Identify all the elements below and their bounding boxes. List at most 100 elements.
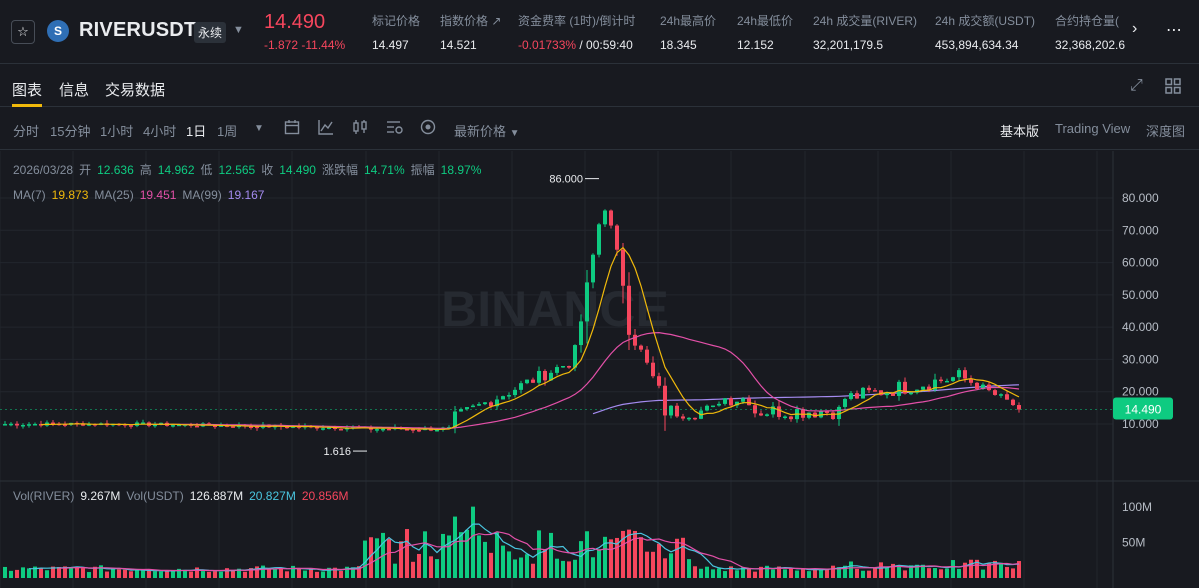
stat-24h-turnover: 24h 成交额(USDT) 453,894,634.34: [935, 12, 1035, 52]
candle-body: [579, 321, 583, 346]
volume-bar: [615, 537, 619, 578]
volume-bar: [579, 541, 583, 578]
interval-1d[interactable]: 1日: [186, 124, 207, 139]
volume-bar: [993, 560, 997, 578]
candle-type-icon[interactable]: [352, 119, 368, 139]
volume-bar: [69, 567, 73, 578]
volume-bar: [621, 530, 625, 578]
price-chart[interactable]: BINANCE 80.000 70.000 60.000 50.000 40.000 30…: [0, 151, 1199, 588]
volume-bar: [255, 566, 259, 578]
interval-4h[interactable]: 4小时: [143, 124, 177, 139]
vol-ma2-value: 20.856M: [301, 489, 349, 503]
candle-body: [567, 366, 571, 368]
interval-time[interactable]: 分时: [13, 124, 40, 139]
candle-body: [333, 427, 337, 429]
price-axis-label: 30.000: [1122, 352, 1159, 366]
price-type-label: 最新价格: [454, 124, 507, 139]
candle-body: [903, 381, 907, 394]
volume-bar: [519, 557, 523, 578]
candle-body: [15, 423, 19, 426]
more-icon[interactable]: ⋯: [1166, 22, 1183, 39]
candle-body: [603, 210, 607, 225]
candle-body: [1005, 394, 1009, 400]
interval-more-chevron-icon[interactable]: ▼: [254, 123, 264, 134]
volume-bar: [315, 571, 319, 578]
candle-body: [945, 380, 949, 383]
candle-body: [489, 402, 493, 407]
ma25-value: 19.451: [139, 188, 177, 202]
volume-bar: [351, 567, 355, 578]
candle-body: [771, 406, 775, 415]
view-depth[interactable]: 深度图: [1146, 124, 1186, 139]
interval-15m[interactable]: 15分钟: [50, 124, 91, 139]
symbol-name[interactable]: RIVERUSDT: [79, 19, 197, 41]
expand-icon[interactable]: ⤢: [1130, 77, 1143, 94]
stat-label: 指数价格 ↗: [440, 14, 502, 28]
chevron-down-icon[interactable]: ▼: [233, 24, 244, 36]
volume-bar: [357, 566, 361, 578]
candle-body: [435, 429, 439, 432]
volume-bar: [405, 529, 409, 578]
candle-body: [249, 426, 253, 429]
candle-body: [381, 428, 385, 431]
indicator-icon[interactable]: [318, 119, 334, 139]
target-icon[interactable]: [420, 119, 436, 139]
volume-bar: [87, 572, 91, 578]
candle-body: [87, 424, 91, 426]
volume-bar: [723, 571, 727, 578]
tab-chart[interactable]: 图表: [12, 79, 43, 107]
close-label: 收: [261, 163, 274, 177]
candle-body: [675, 405, 679, 417]
volume-bar: [327, 567, 331, 578]
volume-bar: [225, 568, 229, 578]
volume-bar: [669, 553, 673, 578]
stat-index-price[interactable]: 指数价格 ↗ 14.521: [440, 12, 501, 52]
candle-body: [867, 387, 871, 391]
candle-body: [9, 423, 13, 426]
volume-bar: [741, 567, 745, 578]
candle-body: [561, 366, 565, 368]
candle-body: [525, 379, 529, 384]
volume-bar: [297, 568, 301, 578]
price-axis-label: 60.000: [1122, 256, 1159, 270]
volume-bar: [609, 539, 613, 578]
candle-body: [705, 405, 709, 411]
price-type-select[interactable]: 最新价格 ▼: [454, 121, 520, 140]
volume-bar: [39, 568, 43, 578]
interval-1h[interactable]: 1小时: [100, 124, 134, 139]
volume-bar: [831, 565, 835, 578]
volume-bar: [363, 540, 367, 578]
volume-bar: [705, 566, 709, 578]
candle-body: [585, 282, 589, 322]
candle-body: [843, 398, 847, 407]
volume-bar: [309, 568, 313, 578]
volume-bar: [135, 569, 139, 578]
favorite-star-icon[interactable]: ☆: [11, 20, 35, 44]
volume-bar: [549, 532, 553, 578]
contract-type-badge: 永续: [194, 22, 227, 43]
candle-body: [711, 405, 715, 408]
chart-toolbar: 分时 15分钟 1小时 4小时 1日 1周 ▼ 最新价格 ▼ 基本版 Tradi…: [0, 108, 1199, 150]
view-basic[interactable]: 基本版: [1000, 124, 1040, 139]
calendar-icon[interactable]: [284, 119, 300, 139]
stat-value: 18.345: [660, 38, 697, 52]
interval-1w[interactable]: 1周: [217, 124, 238, 139]
candle-body: [717, 403, 721, 406]
volume-bar: [441, 533, 445, 578]
candle-body: [783, 416, 787, 419]
volume-bar: [939, 569, 943, 578]
ma-legend: MA(7) 19.873 MA(25) 19.451 MA(99) 19.167: [13, 188, 270, 202]
candle-body: [39, 423, 43, 426]
volume-bar: [147, 570, 151, 578]
grid-layout-icon[interactable]: [1164, 77, 1182, 100]
tab-trading-data[interactable]: 交易数据: [105, 82, 166, 99]
candle-body: [21, 424, 25, 427]
current-price-label: 14.490: [1125, 403, 1162, 417]
view-trading-view[interactable]: Trading View: [1055, 121, 1131, 136]
chevron-right-icon[interactable]: ›: [1132, 20, 1138, 37]
tab-info[interactable]: 信息: [59, 82, 90, 99]
settings-list-icon[interactable]: [386, 119, 404, 139]
candle-body: [825, 411, 829, 413]
chart-canvas[interactable]: BINANCE 80.000 70.000 60.000 50.000 40.000 30…: [0, 151, 1199, 588]
volume-bar: [537, 530, 541, 578]
